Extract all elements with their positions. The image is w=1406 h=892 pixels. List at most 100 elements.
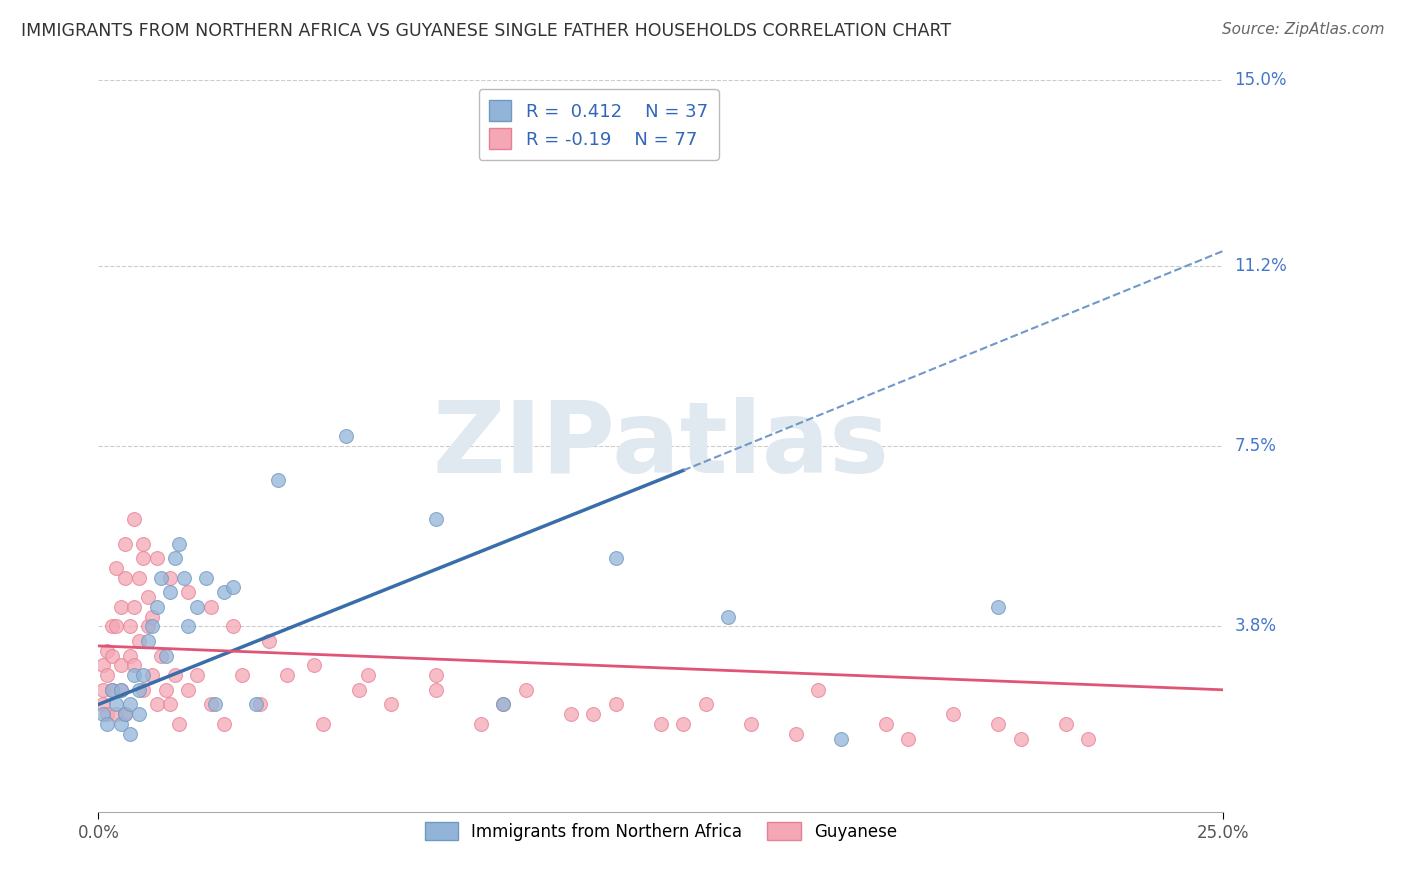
Point	[101, 682, 124, 697]
Point	[150, 571, 173, 585]
Point	[128, 682, 150, 697]
Point	[177, 682, 200, 697]
Point	[118, 619, 141, 633]
Point	[492, 698, 515, 712]
Point	[267, 473, 290, 487]
Legend: Immigrants from Northern Africa, Guyanese: Immigrants from Northern Africa, Guyanes…	[418, 816, 904, 847]
Point	[222, 581, 245, 595]
Point	[492, 698, 515, 712]
Point	[650, 717, 672, 731]
Point	[91, 698, 114, 712]
Point	[101, 648, 124, 663]
Point	[717, 609, 740, 624]
Point	[96, 717, 118, 731]
Point	[128, 571, 150, 585]
Point	[560, 707, 582, 722]
Point	[105, 619, 128, 633]
Point	[335, 429, 357, 443]
Point	[204, 698, 226, 712]
Point	[875, 717, 897, 731]
Point	[146, 551, 169, 566]
Point	[740, 717, 762, 731]
Point	[276, 668, 298, 682]
Point	[169, 717, 191, 731]
Point	[105, 561, 128, 575]
Point	[357, 668, 380, 682]
Point	[114, 536, 136, 550]
Point	[200, 599, 222, 614]
Point	[177, 619, 200, 633]
Point	[105, 698, 128, 712]
Point	[177, 585, 200, 599]
Point	[155, 682, 177, 697]
Point	[110, 682, 132, 697]
Point	[96, 707, 118, 722]
Point	[195, 571, 218, 585]
Point	[136, 619, 159, 633]
Point	[807, 682, 830, 697]
Point	[124, 512, 146, 526]
Point	[159, 698, 181, 712]
Point	[124, 599, 146, 614]
Point	[304, 658, 326, 673]
Point	[163, 551, 186, 566]
Point	[245, 698, 267, 712]
Point	[114, 707, 136, 722]
Point	[425, 668, 447, 682]
Point	[672, 717, 695, 731]
Point	[146, 599, 169, 614]
Point	[110, 658, 132, 673]
Point	[163, 668, 186, 682]
Point	[118, 648, 141, 663]
Point	[605, 698, 627, 712]
Point	[132, 668, 155, 682]
Point	[128, 634, 150, 648]
Point	[695, 698, 717, 712]
Point	[141, 668, 163, 682]
Point	[186, 599, 208, 614]
Point	[101, 619, 124, 633]
Point	[987, 717, 1010, 731]
Point	[214, 585, 236, 599]
Point	[110, 682, 132, 697]
Point	[155, 648, 177, 663]
Point	[169, 536, 191, 550]
Point	[582, 707, 605, 722]
Point	[132, 536, 155, 550]
Point	[897, 731, 920, 746]
Point	[105, 707, 128, 722]
Point	[987, 599, 1010, 614]
Point	[214, 717, 236, 731]
Point	[146, 698, 169, 712]
Text: 3.8%: 3.8%	[1234, 617, 1277, 635]
Point	[231, 668, 253, 682]
Text: Source: ZipAtlas.com: Source: ZipAtlas.com	[1222, 22, 1385, 37]
Point	[222, 619, 245, 633]
Point	[1010, 731, 1032, 746]
Point	[124, 668, 146, 682]
Point	[515, 682, 537, 697]
Point	[136, 634, 159, 648]
Point	[249, 698, 271, 712]
Point	[425, 682, 447, 697]
Point	[101, 682, 124, 697]
Point	[605, 551, 627, 566]
Point	[91, 707, 114, 722]
Text: 7.5%: 7.5%	[1234, 437, 1277, 455]
Point	[349, 682, 371, 697]
Point	[141, 619, 163, 633]
Text: 11.2%: 11.2%	[1234, 257, 1286, 275]
Point	[425, 512, 447, 526]
Point	[114, 571, 136, 585]
Point	[118, 727, 141, 741]
Point	[91, 682, 114, 697]
Point	[785, 727, 807, 741]
Point	[136, 590, 159, 604]
Point	[110, 599, 132, 614]
Point	[470, 717, 492, 731]
Text: 15.0%: 15.0%	[1234, 71, 1286, 89]
Point	[830, 731, 852, 746]
Point	[1054, 717, 1077, 731]
Point	[132, 551, 155, 566]
Point	[159, 571, 181, 585]
